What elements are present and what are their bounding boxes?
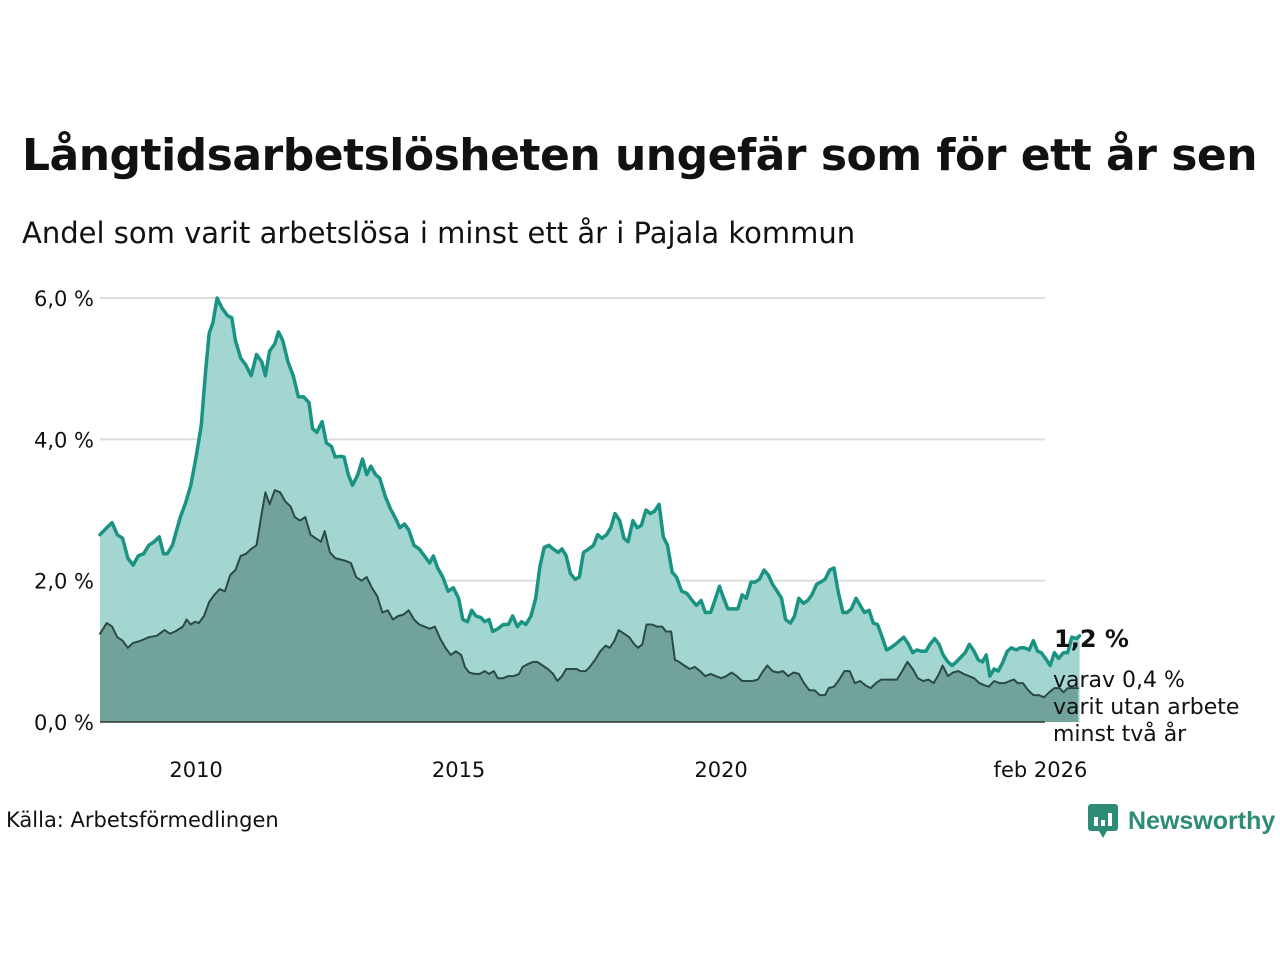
end-value-label: 1,2 % <box>1054 625 1129 653</box>
brand-logo[interactable]: Newsworthy <box>1088 804 1275 838</box>
chart-title: Långtidsarbetslösheten ungefär som för e… <box>22 130 1258 181</box>
series-line-1 <box>99 489 1080 699</box>
y-tick-label: 2,0 % <box>34 570 94 594</box>
series-area-1 <box>100 490 1079 722</box>
newsworthy-icon <box>1088 804 1118 838</box>
source-note: Källa: Arbetsförmedlingen <box>6 808 279 832</box>
chart-subtitle: Andel som varit arbetslösa i minst ett å… <box>22 216 856 250</box>
area-chart: 0,0 % 2,0 % 4,0 % 6,0 % 2010 2015 2020 feb 2026… <box>34 287 1239 780</box>
end-sub-label: minst två år <box>1053 721 1187 747</box>
x-tick-label: feb 2026 <box>994 758 1088 780</box>
end-sub-label: varav 0,4 % <box>1053 668 1185 693</box>
x-tick-label: 2020 <box>694 758 747 780</box>
x-tick-label: 2015 <box>432 758 485 780</box>
brand-name: Newsworthy <box>1128 806 1276 835</box>
end-sub-label: varit utan arbete <box>1053 695 1239 720</box>
y-tick-label: 6,0 % <box>34 287 94 311</box>
y-tick-label: 0,0 % <box>34 711 94 735</box>
y-tick-label: 4,0 % <box>34 428 94 452</box>
series-line-0 <box>98 296 1082 678</box>
x-tick-label: 2010 <box>169 758 222 780</box>
